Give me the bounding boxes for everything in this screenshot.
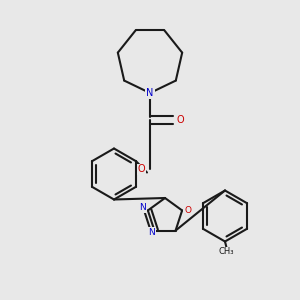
Text: CH₃: CH₃ bbox=[219, 248, 234, 256]
Text: N: N bbox=[139, 203, 146, 212]
Text: N: N bbox=[146, 88, 154, 98]
Text: O: O bbox=[176, 115, 184, 125]
Text: O: O bbox=[184, 206, 191, 215]
Text: O: O bbox=[138, 164, 146, 175]
Text: N: N bbox=[148, 228, 155, 237]
